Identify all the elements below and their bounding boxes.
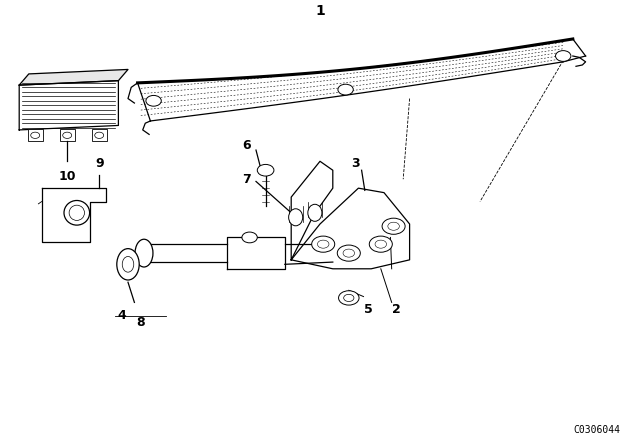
- Circle shape: [369, 236, 392, 252]
- Ellipse shape: [308, 204, 322, 221]
- Text: 9: 9: [95, 157, 104, 170]
- Polygon shape: [19, 81, 118, 130]
- Bar: [60, 129, 75, 141]
- Text: 4: 4: [117, 309, 126, 322]
- Circle shape: [146, 95, 161, 106]
- Polygon shape: [138, 39, 586, 121]
- Polygon shape: [291, 161, 333, 260]
- Ellipse shape: [289, 209, 303, 226]
- Bar: [92, 129, 107, 141]
- Circle shape: [338, 84, 353, 95]
- Text: 10: 10: [58, 170, 76, 183]
- Text: 8: 8: [136, 316, 145, 329]
- Circle shape: [556, 51, 571, 61]
- Polygon shape: [42, 188, 106, 242]
- Text: 2: 2: [392, 302, 401, 316]
- Circle shape: [382, 218, 405, 234]
- Polygon shape: [227, 237, 285, 269]
- Text: C0306044: C0306044: [574, 425, 621, 435]
- Polygon shape: [19, 69, 128, 85]
- Ellipse shape: [64, 201, 90, 225]
- Circle shape: [337, 245, 360, 261]
- Text: 7: 7: [242, 172, 251, 186]
- Ellipse shape: [116, 249, 140, 280]
- Circle shape: [339, 291, 359, 305]
- Circle shape: [242, 232, 257, 243]
- Polygon shape: [141, 244, 227, 262]
- Circle shape: [312, 236, 335, 252]
- Circle shape: [257, 164, 274, 176]
- Polygon shape: [285, 244, 333, 264]
- Bar: [28, 129, 43, 141]
- Text: 6: 6: [242, 139, 251, 152]
- Text: 1: 1: [315, 4, 325, 18]
- Text: 3: 3: [351, 157, 360, 170]
- Text: 5: 5: [364, 302, 372, 316]
- Polygon shape: [291, 188, 410, 269]
- Ellipse shape: [135, 239, 153, 267]
